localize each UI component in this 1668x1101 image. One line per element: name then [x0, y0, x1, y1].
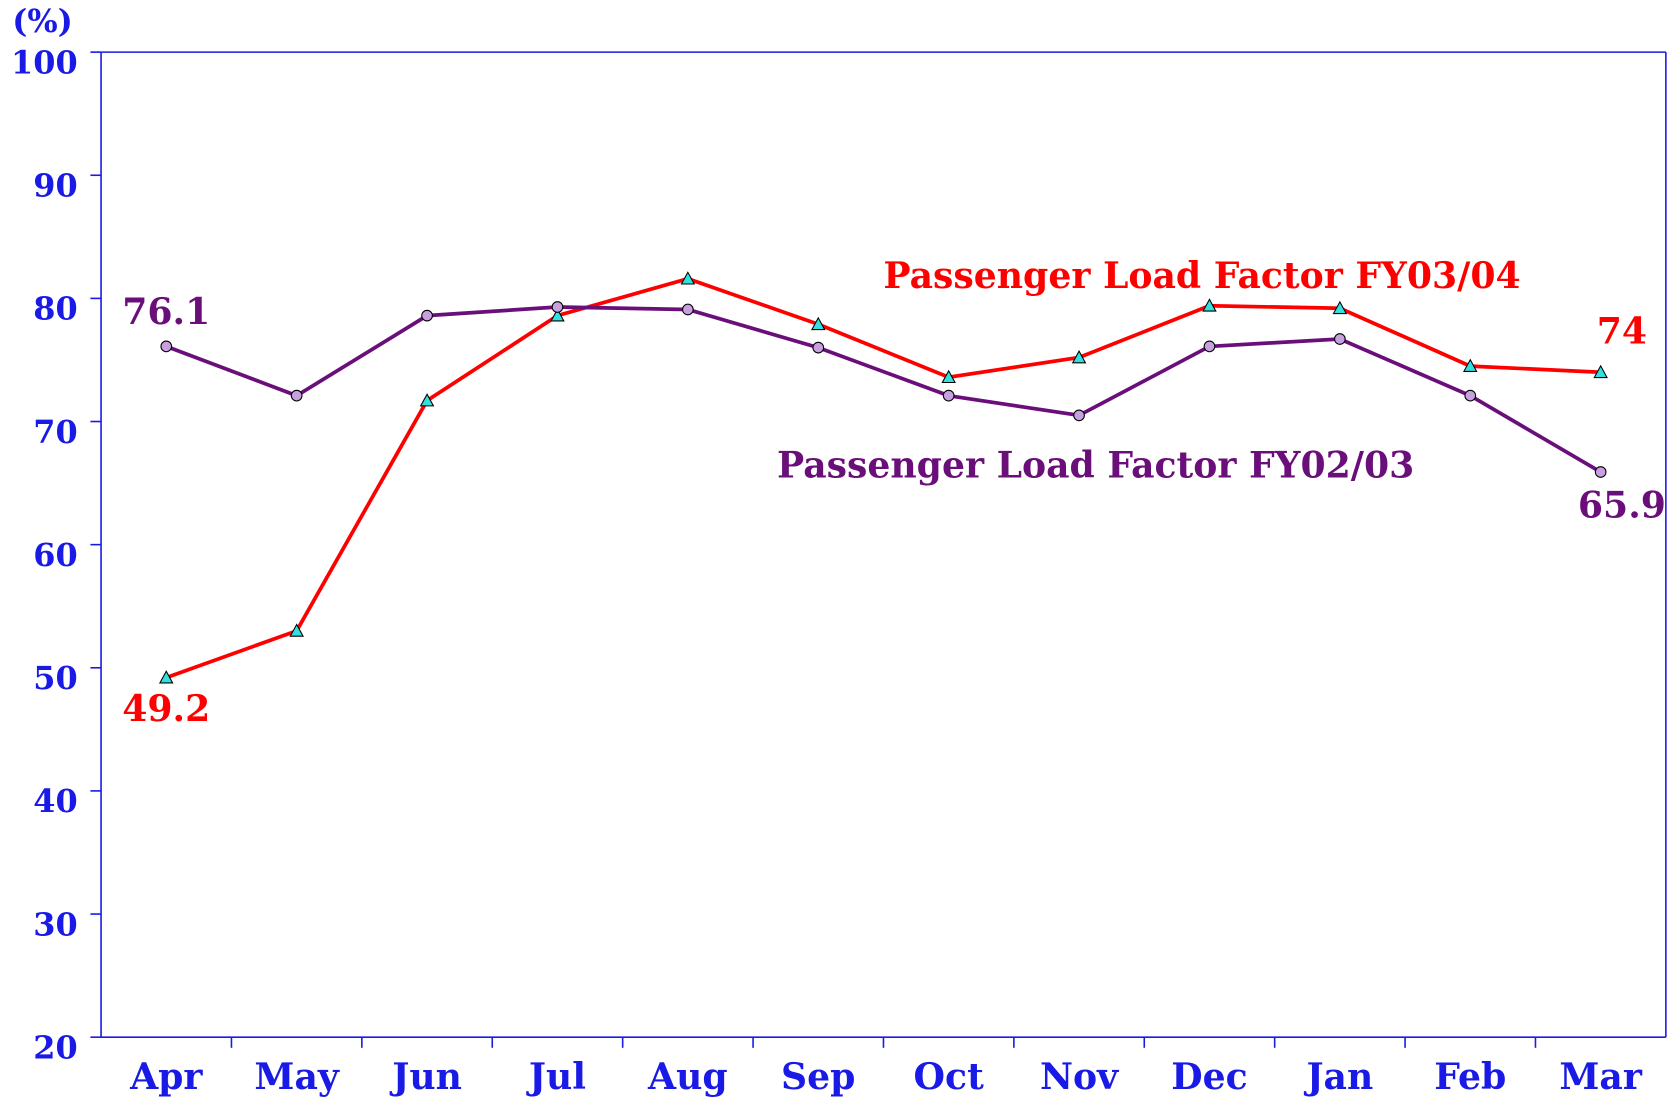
marker — [682, 303, 694, 316]
marker — [289, 623, 304, 637]
marker — [550, 308, 565, 322]
x-tick-label: May — [254, 1055, 339, 1098]
x-tick-label: Jul — [526, 1055, 586, 1098]
x-tick-label: Feb — [1434, 1055, 1506, 1098]
marker — [290, 389, 303, 402]
x-tick-label: Sep — [781, 1055, 855, 1098]
marker — [1593, 364, 1608, 379]
marker — [551, 301, 564, 313]
line — [165, 305, 1602, 474]
marker — [1203, 340, 1216, 353]
marker — [1071, 349, 1087, 364]
y-tick-label: 70 — [33, 413, 77, 451]
line — [165, 276, 1601, 680]
y-tick-label: 60 — [33, 536, 77, 574]
x-tick-label: Nov — [1040, 1055, 1119, 1098]
y-tick-label: 80 — [33, 290, 77, 328]
x-tick-label: Mar — [1559, 1055, 1642, 1098]
marker — [1464, 389, 1477, 402]
marker — [160, 340, 173, 353]
data-label: 74 — [1597, 309, 1647, 352]
x-tick-label: Aug — [647, 1055, 728, 1098]
marker — [1594, 466, 1607, 478]
legend-label: Passenger Load Factor FY03/04 — [883, 254, 1520, 297]
marker — [810, 316, 826, 331]
marker — [942, 389, 955, 402]
y-tick-label: 90 — [33, 167, 77, 205]
marker — [680, 271, 696, 285]
y-tick-label: 30 — [33, 905, 77, 943]
y-tick-label: 40 — [33, 782, 77, 820]
marker — [421, 309, 433, 322]
marker — [158, 670, 174, 684]
data-label: 49.2 — [122, 687, 210, 730]
legend-label: Passenger Load Factor FY02/03 — [777, 444, 1414, 487]
x-tick-label: Apr — [129, 1055, 203, 1098]
marker — [1202, 298, 1217, 312]
x-tick-label: Jan — [1303, 1055, 1373, 1098]
marker — [1073, 409, 1085, 422]
data-label: 76.1 — [122, 290, 210, 333]
marker — [1334, 333, 1346, 345]
marker — [419, 393, 435, 407]
y-tick-label: 50 — [33, 659, 77, 697]
y-tick-label: 100 — [11, 43, 78, 81]
y-tick-label: 20 — [33, 1028, 77, 1066]
marker — [941, 369, 956, 384]
marker — [812, 341, 825, 354]
marker — [1332, 300, 1348, 315]
x-tick-label: Oct — [914, 1055, 985, 1098]
x-tick-label: Dec — [1171, 1055, 1247, 1098]
marker — [1462, 358, 1478, 372]
data-label: 65.9 — [1578, 484, 1666, 527]
x-tick-label: Jun — [389, 1055, 462, 1098]
y-axis-label: (%) — [12, 2, 73, 40]
